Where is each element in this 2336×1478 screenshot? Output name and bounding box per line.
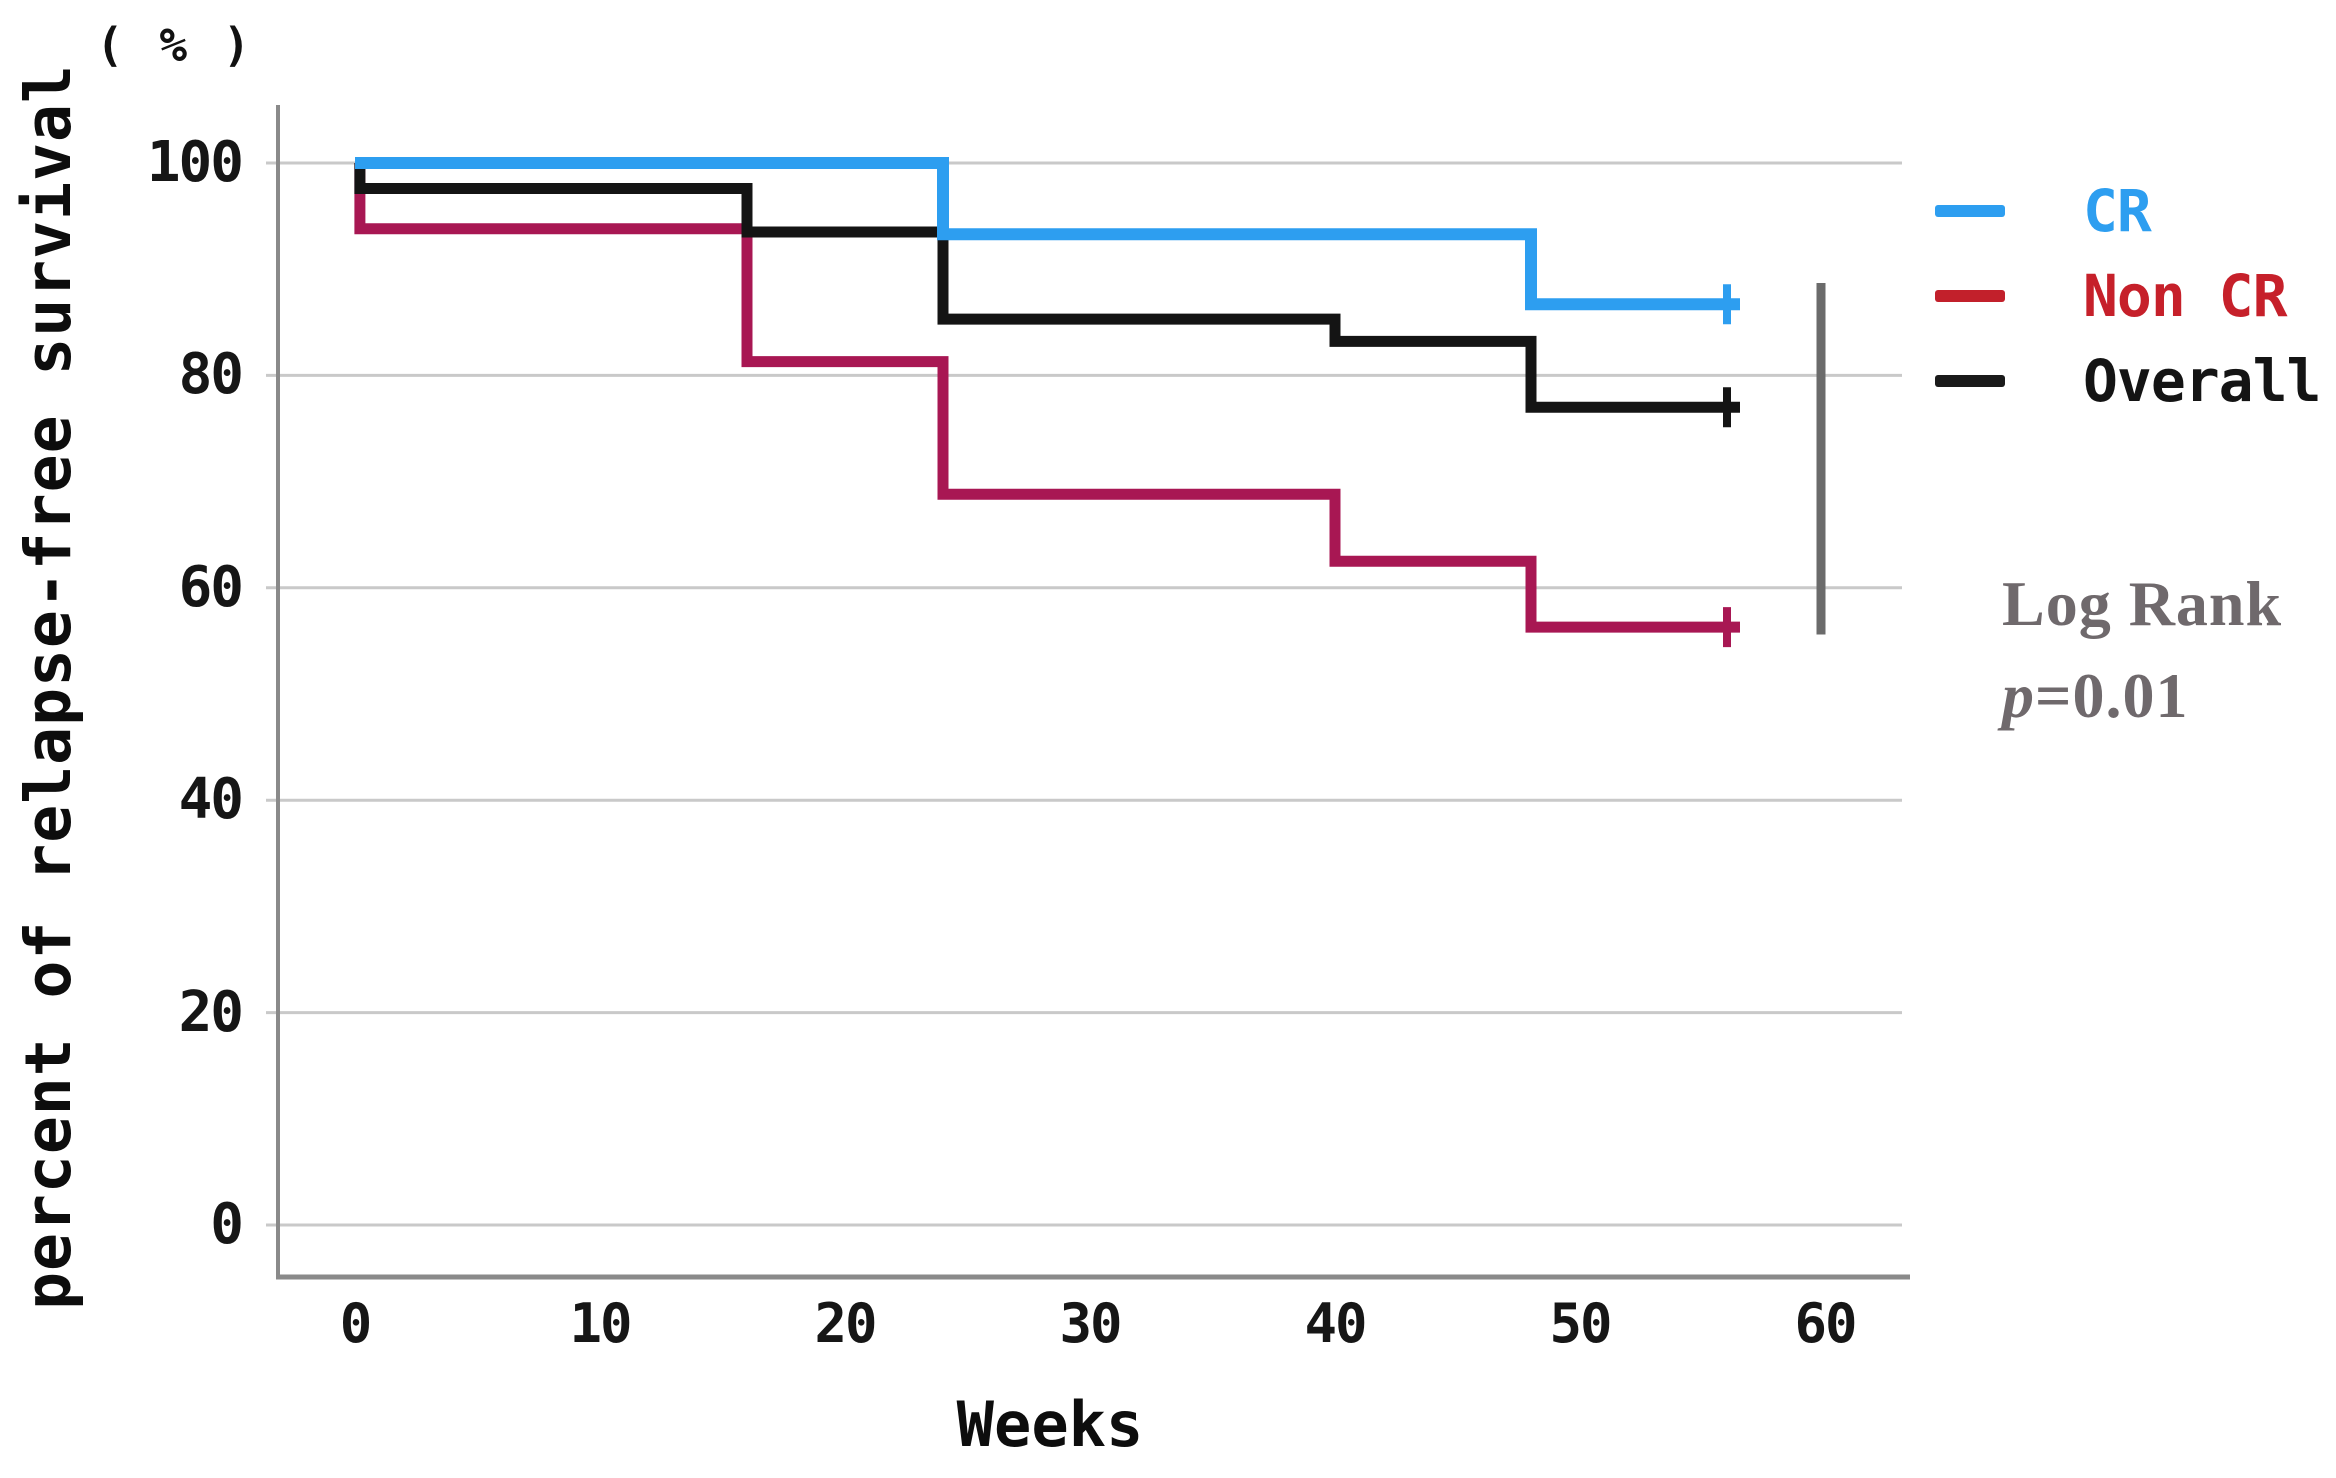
y-tick-label-60: 60	[178, 554, 244, 620]
x-tick-label-30: 30	[1059, 1292, 1122, 1355]
log-rank-annotation: Log Rank p=0.01	[2002, 558, 2282, 742]
y-tick-label-20: 20	[178, 979, 244, 1045]
p-value: =0.01	[2035, 660, 2189, 731]
x-tick-label-10: 10	[569, 1292, 632, 1355]
legend-label-overall: Overall	[2083, 346, 2321, 415]
overall-line-swatch	[1935, 374, 2005, 387]
x-tick-label-20: 20	[814, 1292, 877, 1355]
y-axis-title: percent of relapse-free survival	[12, 64, 85, 1310]
legend-label-cr: CR	[2083, 176, 2152, 245]
y-tick-label-80: 80	[178, 342, 244, 408]
p-symbol: p	[2002, 660, 2035, 731]
series-curve-overall	[354, 157, 1740, 413]
cr-line-swatch	[1935, 204, 2005, 217]
series-curve-non-cr	[354, 157, 1740, 633]
log-rank-label: Log Rank	[2002, 568, 2283, 639]
legend-item-overall: Overall	[1935, 338, 2321, 423]
y-tick-label-100: 100	[146, 130, 244, 195]
y-tick-label-0: 0	[210, 1192, 244, 1257]
x-tick-label-60: 60	[1794, 1292, 1857, 1355]
p-value-label: p=0.01	[2002, 650, 2282, 742]
legend-label-non-cr: Non CR	[2083, 261, 2288, 330]
x-tick-label-40: 40	[1304, 1292, 1367, 1355]
x-tick-label-0: 0	[339, 1292, 373, 1355]
x-tick-label-50: 50	[1549, 1292, 1612, 1355]
y-axis-unit-label: ( % )	[96, 18, 255, 72]
y-tick-label-40: 40	[178, 767, 244, 833]
legend-item-non-cr: Non CR	[1935, 253, 2320, 338]
legend-item-cr: CR	[1935, 168, 2320, 253]
x-axis-title: Weeks	[956, 1388, 1144, 1461]
legend: CR Non CR Overall	[1935, 168, 2321, 423]
non-cr-line-swatch	[1935, 289, 2005, 302]
